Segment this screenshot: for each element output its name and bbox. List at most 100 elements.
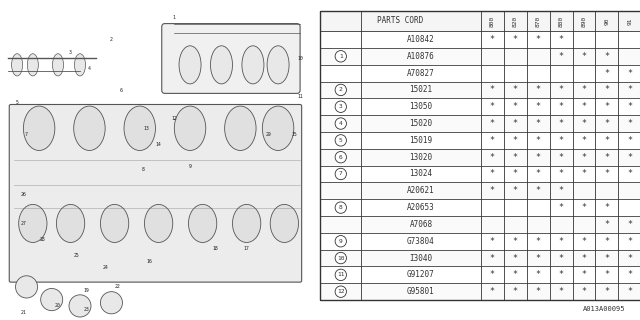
Text: *: * bbox=[604, 52, 609, 61]
Circle shape bbox=[335, 202, 346, 213]
Text: A10876: A10876 bbox=[407, 52, 435, 61]
Text: *: * bbox=[604, 237, 609, 246]
Text: A013A00095: A013A00095 bbox=[583, 306, 625, 312]
Text: *: * bbox=[582, 119, 586, 128]
Text: 880: 880 bbox=[559, 15, 564, 27]
Text: *: * bbox=[604, 287, 609, 296]
Text: 25: 25 bbox=[74, 253, 80, 258]
Text: *: * bbox=[627, 220, 632, 229]
Text: 21: 21 bbox=[20, 310, 26, 315]
Circle shape bbox=[335, 135, 346, 146]
Text: 7: 7 bbox=[25, 132, 28, 137]
Text: 2: 2 bbox=[339, 87, 342, 92]
Ellipse shape bbox=[24, 106, 55, 150]
Text: 13: 13 bbox=[143, 126, 149, 131]
Bar bbox=[321, 199, 640, 216]
Text: 28: 28 bbox=[40, 237, 45, 242]
Bar bbox=[321, 283, 640, 300]
Text: *: * bbox=[627, 287, 632, 296]
Text: 19: 19 bbox=[83, 288, 89, 292]
Text: *: * bbox=[490, 153, 495, 162]
Text: *: * bbox=[627, 170, 632, 179]
Text: 10: 10 bbox=[337, 256, 344, 260]
Text: *: * bbox=[604, 119, 609, 128]
Ellipse shape bbox=[15, 276, 38, 298]
Bar bbox=[321, 48, 640, 65]
Text: *: * bbox=[604, 153, 609, 162]
Ellipse shape bbox=[12, 54, 22, 76]
Ellipse shape bbox=[56, 204, 84, 243]
Bar bbox=[321, 115, 640, 132]
Text: 18: 18 bbox=[212, 246, 218, 251]
Text: 29: 29 bbox=[266, 132, 271, 137]
Bar bbox=[321, 165, 640, 182]
Text: A20653: A20653 bbox=[407, 203, 435, 212]
Text: 6: 6 bbox=[120, 88, 122, 93]
Text: 26: 26 bbox=[20, 192, 26, 197]
Text: *: * bbox=[627, 68, 632, 78]
Text: G95801: G95801 bbox=[407, 287, 435, 296]
Text: 9: 9 bbox=[339, 239, 342, 244]
Text: A70827: A70827 bbox=[407, 68, 435, 78]
Text: *: * bbox=[536, 253, 541, 262]
Bar bbox=[321, 98, 640, 115]
Text: *: * bbox=[536, 186, 541, 195]
Ellipse shape bbox=[262, 106, 294, 150]
Circle shape bbox=[335, 252, 346, 264]
Text: A10842: A10842 bbox=[407, 35, 435, 44]
Text: *: * bbox=[559, 287, 564, 296]
Text: *: * bbox=[582, 153, 586, 162]
Text: *: * bbox=[559, 85, 564, 94]
Text: *: * bbox=[536, 270, 541, 279]
Text: *: * bbox=[559, 253, 564, 262]
Text: *: * bbox=[536, 237, 541, 246]
Text: *: * bbox=[627, 237, 632, 246]
Ellipse shape bbox=[52, 54, 63, 76]
Text: *: * bbox=[513, 102, 518, 111]
Text: *: * bbox=[604, 170, 609, 179]
Bar bbox=[321, 182, 640, 199]
Text: *: * bbox=[582, 237, 586, 246]
Ellipse shape bbox=[69, 295, 91, 317]
Text: 11: 11 bbox=[337, 272, 344, 277]
Text: *: * bbox=[627, 253, 632, 262]
Circle shape bbox=[335, 286, 346, 297]
Text: *: * bbox=[604, 102, 609, 111]
Text: *: * bbox=[490, 170, 495, 179]
Bar bbox=[321, 233, 640, 250]
Text: *: * bbox=[490, 253, 495, 262]
Text: *: * bbox=[513, 287, 518, 296]
Text: 9: 9 bbox=[189, 164, 191, 169]
Text: *: * bbox=[536, 287, 541, 296]
FancyBboxPatch shape bbox=[9, 105, 301, 282]
Bar bbox=[321, 65, 640, 82]
Text: *: * bbox=[582, 170, 586, 179]
Ellipse shape bbox=[174, 106, 206, 150]
Text: *: * bbox=[582, 52, 586, 61]
Text: PARTS CORD: PARTS CORD bbox=[378, 17, 424, 26]
Text: *: * bbox=[604, 68, 609, 78]
Text: *: * bbox=[582, 102, 586, 111]
Text: 12: 12 bbox=[172, 116, 177, 121]
Bar bbox=[321, 31, 640, 48]
Ellipse shape bbox=[74, 106, 105, 150]
Text: 91: 91 bbox=[627, 17, 632, 25]
Ellipse shape bbox=[225, 106, 256, 150]
Text: *: * bbox=[559, 203, 564, 212]
Ellipse shape bbox=[179, 46, 201, 84]
Text: 20: 20 bbox=[55, 303, 61, 308]
Text: *: * bbox=[490, 287, 495, 296]
Text: I3040: I3040 bbox=[410, 253, 433, 262]
Text: *: * bbox=[559, 119, 564, 128]
Text: 13024: 13024 bbox=[410, 170, 433, 179]
Text: *: * bbox=[627, 270, 632, 279]
Text: 24: 24 bbox=[102, 265, 108, 270]
Ellipse shape bbox=[211, 46, 232, 84]
Text: 890: 890 bbox=[582, 15, 586, 27]
Text: 1: 1 bbox=[173, 15, 176, 20]
Text: *: * bbox=[559, 153, 564, 162]
Text: *: * bbox=[513, 85, 518, 94]
Text: 23: 23 bbox=[83, 307, 89, 312]
Ellipse shape bbox=[100, 204, 129, 243]
Text: *: * bbox=[513, 186, 518, 195]
